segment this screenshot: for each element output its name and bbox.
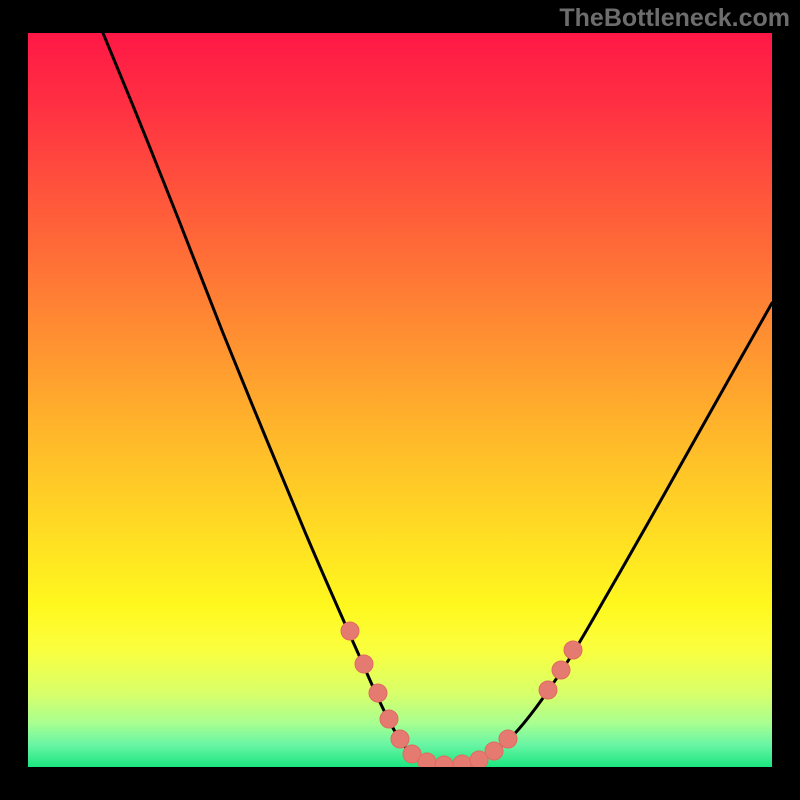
curve-marker	[564, 641, 582, 659]
curve-marker	[552, 661, 570, 679]
chart-background-gradient	[28, 33, 772, 767]
curve-marker	[485, 742, 503, 760]
curve-marker	[341, 622, 359, 640]
chart-plot-area	[28, 33, 772, 767]
chart-svg	[28, 33, 772, 767]
watermark-text: TheBottleneck.com	[559, 4, 790, 33]
curve-marker	[499, 730, 517, 748]
curve-marker	[418, 753, 436, 767]
curve-marker	[391, 730, 409, 748]
curve-marker	[355, 655, 373, 673]
curve-marker	[539, 681, 557, 699]
curve-marker	[380, 710, 398, 728]
curve-marker	[369, 684, 387, 702]
